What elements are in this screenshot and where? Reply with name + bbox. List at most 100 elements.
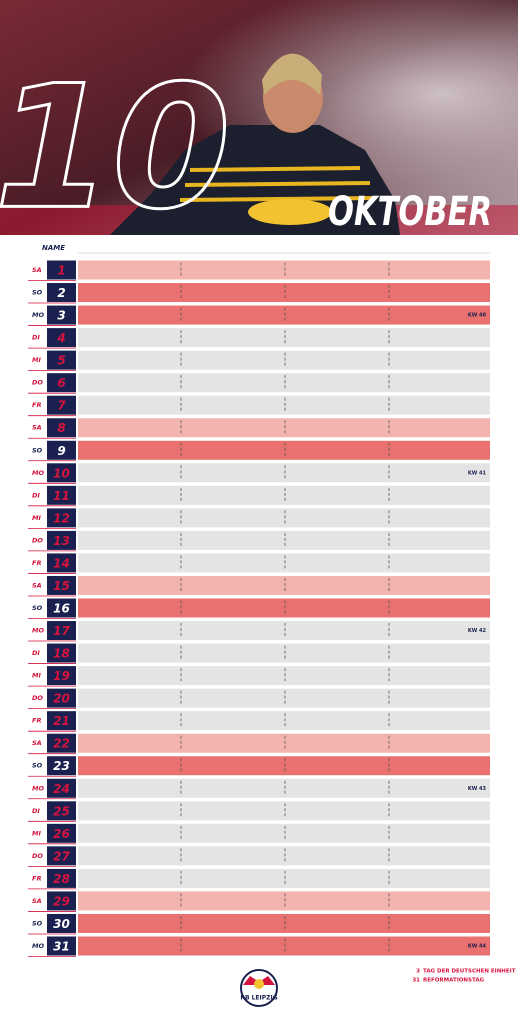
day-box [47, 666, 76, 686]
day-number: 15 [53, 579, 70, 593]
day-bar [78, 260, 490, 280]
day-number: 12 [53, 511, 70, 525]
day-box [47, 418, 76, 438]
day-bar [78, 711, 490, 731]
day-bar [78, 373, 490, 393]
day-number: 10 [53, 466, 70, 480]
day-number: 14 [53, 556, 70, 570]
day-number: 16 [53, 602, 70, 616]
day-number: 31 [53, 940, 70, 954]
weekday: MI [32, 672, 41, 680]
logo-text: RB LEIPZIG [240, 995, 277, 1002]
weekday: SA [32, 266, 42, 274]
day-number: 24 [53, 782, 70, 796]
day-bar [78, 598, 490, 618]
day-box [47, 913, 76, 933]
day-bar [78, 418, 490, 438]
day-number: 4 [56, 331, 65, 345]
day-number: 13 [53, 534, 70, 548]
day-box [47, 643, 76, 663]
day-bar [78, 395, 490, 415]
week-label: KW 44 [468, 944, 487, 950]
day-box [47, 891, 76, 911]
weekday: SA [32, 581, 42, 589]
day-rows: SA 1 SO 2 MO 3 KW 40 DI 4 MI 5 DO 6 FR 7 SA 8 SO 9 MO 10 KW 4… [28, 260, 490, 957]
day-box [47, 485, 76, 505]
day-box [47, 283, 76, 303]
weekday: FR [32, 717, 41, 725]
day-box [47, 508, 76, 528]
weekday: SO [32, 919, 43, 927]
day-number: 27 [53, 849, 70, 863]
note-day: 3 [416, 969, 420, 975]
day-number: 17 [53, 624, 70, 638]
day-number: 30 [53, 917, 70, 931]
weekday: SO [32, 446, 43, 454]
day-bar [78, 666, 490, 686]
day-box [47, 553, 76, 573]
weekday: SO [32, 289, 43, 297]
weekday: SA [32, 897, 42, 905]
month-title: OKTOBER [328, 189, 492, 235]
day-bar [78, 283, 490, 303]
weekday: SO [32, 604, 43, 612]
day-number: 23 [53, 759, 70, 773]
day-box [47, 846, 76, 866]
day-bar [78, 553, 490, 573]
day-number: 28 [53, 872, 70, 886]
day-box [47, 733, 76, 753]
day-box [47, 621, 76, 641]
day-box [47, 328, 76, 348]
day-bar [78, 733, 490, 753]
weekday: DO [32, 379, 43, 387]
day-bar [78, 643, 490, 663]
day-bar [78, 936, 490, 956]
day-number: 9 [57, 444, 65, 458]
day-bar [78, 328, 490, 348]
day-box [47, 575, 76, 595]
day-bar [78, 530, 490, 550]
weekday: MO [32, 942, 44, 950]
day-number: 5 [57, 354, 65, 368]
day-number: 20 [53, 692, 70, 706]
day-box [47, 463, 76, 483]
day-number: 6 [57, 376, 65, 390]
day-bar [78, 823, 490, 843]
day-box [47, 440, 76, 460]
logo: RB LEIPZIG [240, 969, 278, 1007]
day-number: 21 [53, 714, 70, 728]
day-bar [78, 868, 490, 888]
weekday: FR [32, 401, 41, 409]
week-label: KW 41 [468, 470, 487, 476]
week-label: KW 43 [468, 786, 487, 792]
day-box [47, 801, 76, 821]
weekday: MI [32, 356, 41, 364]
weekday: DI [32, 649, 40, 657]
day-bar [78, 756, 490, 776]
weekday: SO [32, 762, 43, 770]
day-box [47, 756, 76, 776]
day-box [47, 936, 76, 956]
day-box [47, 395, 76, 415]
day-box [47, 260, 76, 280]
day-box [47, 530, 76, 550]
day-number: 25 [53, 804, 70, 818]
day-box [47, 868, 76, 888]
day-box [47, 823, 76, 843]
day-bar [78, 485, 490, 505]
day-bar [78, 350, 490, 370]
weekday: SA [32, 739, 42, 747]
day-number: 26 [53, 827, 70, 841]
day-number: 2 [57, 286, 65, 300]
note-text: TAG DER DEUTSCHEN EINHEIT [423, 969, 516, 975]
day-number: 11 [53, 489, 70, 503]
day-bar [78, 891, 490, 911]
weekday: DI [32, 491, 40, 499]
day-box [47, 778, 76, 798]
weekday: DO [32, 536, 43, 544]
day-box [47, 305, 76, 325]
day-number: 18 [53, 647, 70, 661]
note-day: 31 [412, 978, 420, 984]
